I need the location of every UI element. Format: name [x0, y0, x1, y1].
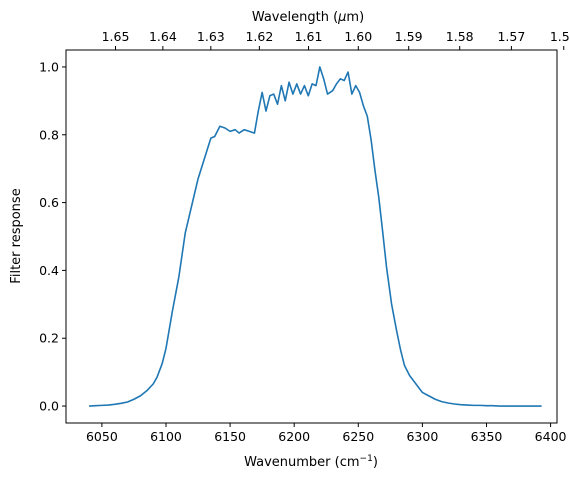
top-tick-label: 1.61 [295, 29, 323, 44]
plot-frame [65, 49, 558, 424]
y-tick-label: 0.4 [39, 263, 59, 278]
x-tick-label: 6300 [406, 429, 438, 444]
top-tick-label: 1.59 [395, 29, 423, 44]
top-axis: 1.65 1.64 1.63 1.62 1.61 1.60 1.59 1.58 1.57 1.56 [102, 29, 570, 50]
top-tick-label: 1.64 [149, 29, 177, 44]
x-tick-label: 6350 [471, 429, 503, 444]
top-tick-label: 1.63 [197, 29, 225, 44]
y-axis: 0.0 0.2 0.4 0.6 0.8 1.0 [39, 59, 66, 414]
y-tick-label: 0.6 [39, 195, 59, 210]
x-tick-label: 6100 [150, 429, 182, 444]
top-axis-label: Wavelength (μm) [252, 10, 364, 25]
x-tick-label: 6400 [535, 429, 567, 444]
x-tick-label: 6200 [278, 429, 310, 444]
x-tick-label: 6050 [86, 429, 118, 444]
y-tick-label: 0.8 [39, 127, 59, 142]
x-axis-label: Wavenumber (cm−1) [244, 454, 378, 470]
top-tick-label: 1.58 [446, 29, 474, 44]
top-tick-label: 1.60 [344, 29, 372, 44]
plot-content [89, 66, 542, 407]
x-tick-label: 6150 [214, 429, 246, 444]
y-tick-label: 0.2 [39, 331, 59, 346]
top-tick-label: 1.65 [102, 29, 130, 44]
filter-response-line [89, 66, 542, 407]
top-tick-label: 1.57 [497, 29, 525, 44]
x-tick-label: 6250 [342, 429, 374, 444]
top-tick-label: 1.62 [245, 29, 273, 44]
y-axis-label: Filter response [9, 188, 24, 283]
y-tick-label: 0.0 [39, 399, 59, 414]
x-axis: 6050 6100 6150 6200 6250 6300 6350 6400 [86, 423, 567, 444]
y-tick-label: 1.0 [39, 59, 59, 74]
top-tick-label: 1.56 [550, 29, 570, 44]
